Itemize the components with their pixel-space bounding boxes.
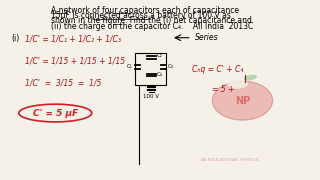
Text: shown in the figure. Find the (i) net capacitance and: shown in the figure. Find the (i) net ca… <box>51 16 252 25</box>
Text: C₂: C₂ <box>156 53 162 58</box>
Text: C₄: C₄ <box>156 72 162 77</box>
Text: 1/C'  =  3/15  =  1/5: 1/C' = 3/15 = 1/5 <box>25 78 101 87</box>
Text: (i): (i) <box>11 34 19 43</box>
Ellipse shape <box>212 81 273 120</box>
Ellipse shape <box>244 75 257 80</box>
Text: Cₕq = C' + C₄: Cₕq = C' + C₄ <box>192 65 243 74</box>
Bar <box>135 53 166 85</box>
Text: C₁: C₁ <box>127 64 133 69</box>
Text: C' = 5 μF: C' = 5 μF <box>33 109 78 118</box>
Text: 1/C' = 1/C₁ + 1/C₂ + 1/C₃: 1/C' = 1/C₁ + 1/C₂ + 1/C₃ <box>25 34 121 43</box>
Text: 100 V: 100 V <box>143 94 159 98</box>
Text: = 5 +: = 5 + <box>212 85 235 94</box>
Text: AN EDUCATIONAL PHYSICS: AN EDUCATIONAL PHYSICS <box>201 158 259 162</box>
Text: (ii) the charge on the capacitor C₄.    All India  2013C: (ii) the charge on the capacitor C₄. All… <box>51 22 253 31</box>
Text: 1/C' = 1/15 + 1/15 + 1/15: 1/C' = 1/15 + 1/15 + 1/15 <box>25 56 125 65</box>
Text: Series: Series <box>195 33 219 42</box>
Text: A network of four capacitors each of capacitance: A network of four capacitors each of cap… <box>51 6 238 15</box>
Text: C₃: C₃ <box>168 64 174 69</box>
Text: 15μF is connected across a battery of 100 V as: 15μF is connected across a battery of 10… <box>51 11 230 20</box>
Ellipse shape <box>228 79 248 89</box>
Text: NP: NP <box>235 96 250 106</box>
